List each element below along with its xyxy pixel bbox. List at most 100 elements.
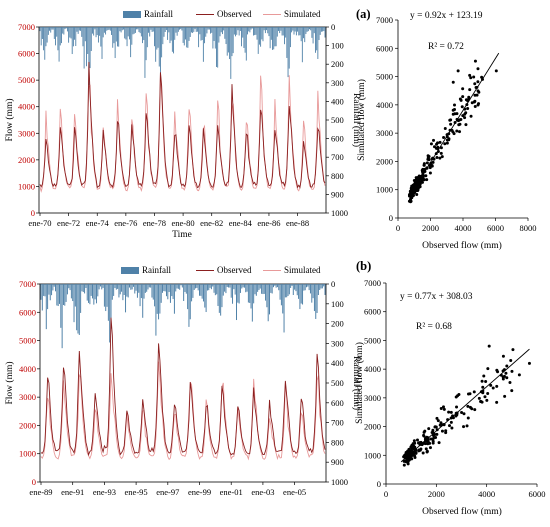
scatter-point	[449, 410, 453, 414]
rainfall-bar	[90, 27, 92, 52]
rainfall-bar	[151, 27, 153, 32]
rainfall-bar	[234, 284, 236, 295]
rainfall-bar	[69, 284, 71, 291]
x-axis-ticks: 0 2000 4000 6000	[384, 484, 546, 499]
rainfall-bar	[195, 284, 197, 289]
scatter-point	[441, 405, 445, 409]
rainfall-bar	[304, 27, 306, 43]
rainfall-bar	[125, 27, 127, 40]
rainfall-bar	[306, 27, 308, 32]
scatter-point	[501, 377, 505, 381]
rainfall-bar	[183, 284, 185, 301]
rainfall-bar	[61, 284, 63, 349]
scatter-point	[491, 386, 495, 390]
rainfall-bars	[40, 284, 326, 349]
rainfall-tick-label: 600	[331, 398, 344, 408]
rainfall-bar	[125, 284, 127, 313]
rainfall-bar	[126, 284, 128, 297]
rainfall-bar	[136, 27, 138, 30]
scatter-point	[428, 446, 432, 450]
y-axis-label: Simulated flow (mm)	[354, 342, 365, 424]
rainfall-bar	[173, 284, 175, 314]
x-tick-label: 8000	[520, 223, 537, 233]
rainfall-bar	[180, 284, 182, 286]
flow-tick-label: 2000	[18, 155, 35, 165]
scatter-point	[405, 451, 409, 455]
rainfall-bar	[248, 27, 250, 32]
flow-tick-label: 4000	[19, 364, 36, 374]
time-tick-label: ene-88	[286, 218, 309, 228]
rainfall-bar	[253, 27, 254, 36]
timeseries-panel-1: 0 1000 2000 3000 4000 5000 6000 7000 0 100 200 300…	[4, 9, 362, 240]
scatter-point	[449, 122, 453, 126]
y-tick-label: 6000	[376, 43, 393, 53]
x-axis-label: Observed flow (mm)	[422, 240, 502, 251]
scatter-point	[469, 114, 473, 118]
rainfall-bar	[208, 284, 210, 291]
rainfall-bar	[139, 27, 141, 34]
y-axis-label: Simulated flow (mm)	[356, 79, 367, 161]
rainfall-bar	[260, 27, 262, 47]
rainfall-bar	[134, 27, 136, 33]
rainfall-bar	[62, 27, 64, 34]
flow-tick-label: 4000	[18, 102, 35, 112]
flow-tick-label: 3000	[18, 128, 35, 138]
rainfall-bar	[82, 27, 84, 47]
scatter-point	[467, 95, 471, 99]
rainfall-bar	[208, 27, 210, 30]
rainfall-bar	[317, 284, 319, 296]
scatter-point	[438, 140, 442, 144]
rainfall-bar	[48, 284, 50, 295]
legend-observed: Observed	[217, 9, 252, 19]
rainfall-bar	[124, 27, 126, 39]
scatter-point	[425, 178, 429, 182]
rainfall-bar	[45, 27, 47, 47]
rainfall-bar	[98, 284, 100, 290]
scatter-point	[424, 174, 428, 178]
rainfall-bar	[177, 284, 179, 289]
scatter-point	[447, 138, 451, 142]
rainfall-bar	[173, 27, 175, 54]
rainfall-bar	[245, 27, 247, 61]
scatter-point	[508, 381, 512, 385]
rainfall-bar	[267, 27, 269, 34]
scatter-point	[501, 354, 505, 358]
rainfall-bar	[262, 284, 264, 295]
rainfall-bar	[77, 284, 79, 334]
rainfall-bar	[315, 284, 317, 319]
rainfall-bar	[175, 284, 177, 292]
rainfall-bar	[44, 27, 46, 60]
rainfall-bar	[170, 27, 172, 41]
rainfall-bar	[262, 27, 264, 42]
rainfall-bar	[39, 27, 41, 32]
rainfall-bar	[263, 284, 265, 294]
scatter-point	[413, 456, 417, 460]
rainfall-bar	[308, 284, 310, 291]
y2-axis-label: Rainfall (mm)	[351, 93, 362, 147]
rainfall-bar	[119, 284, 121, 295]
scatter-point	[409, 200, 413, 204]
flow-tick-label: 5000	[19, 336, 36, 346]
rainfall-bar	[64, 27, 66, 30]
rainfall-bar	[243, 284, 245, 288]
scatter-point	[423, 442, 427, 446]
scatter-point	[426, 442, 430, 446]
rainfall-bar	[134, 284, 136, 294]
rainfall-bar	[74, 284, 76, 307]
scatter-point	[472, 390, 476, 394]
rainfall-bar	[84, 284, 86, 294]
time-axis-ticks: ene-89 ene-91 ene-93 ene-95 ene-97 ene-99 ene-…	[29, 482, 306, 497]
rainfall-bar	[110, 284, 112, 329]
scatter-point	[503, 394, 507, 398]
y-tick-label: 3000	[376, 128, 393, 138]
rainfall-bar	[232, 284, 234, 304]
rainfall-bar	[247, 284, 249, 303]
rainfall-bar	[102, 284, 104, 288]
scatter-point	[459, 98, 463, 102]
scatter-point	[418, 184, 422, 188]
rainfall-bar	[133, 27, 135, 34]
observed-line	[40, 317, 326, 457]
rainfall-bar	[57, 27, 59, 51]
rainfall-bar	[177, 27, 179, 32]
